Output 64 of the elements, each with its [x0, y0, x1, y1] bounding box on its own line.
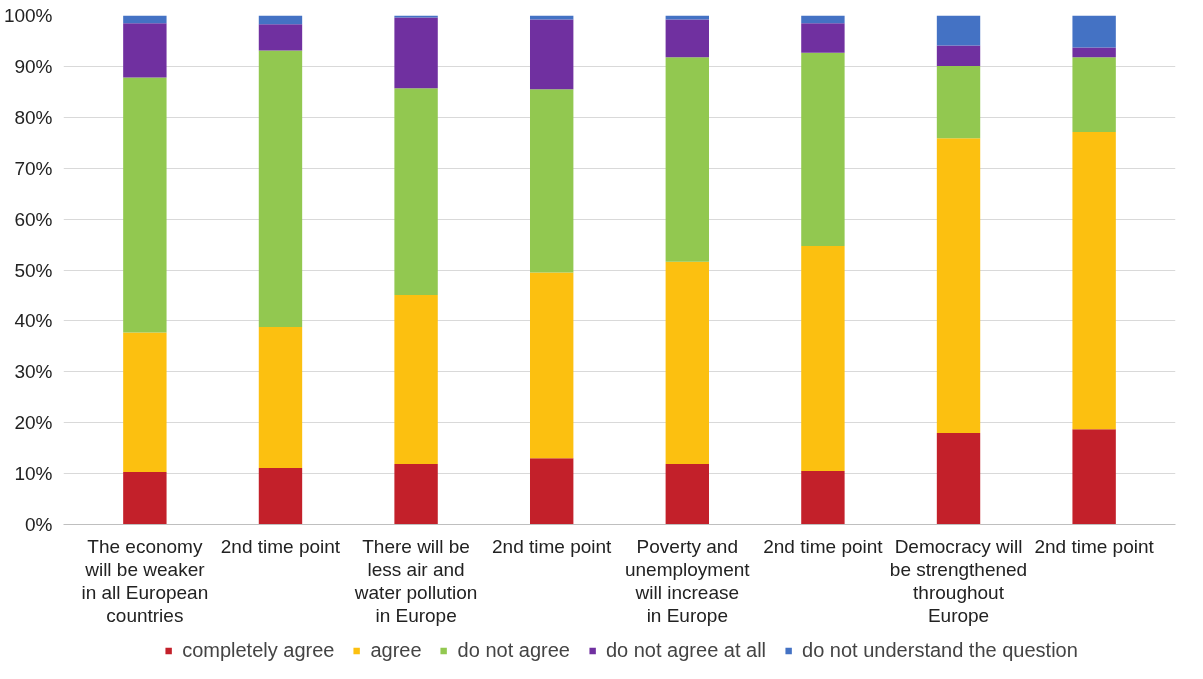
y-tick-label: 0% — [25, 514, 53, 535]
x-tick-label: The economy will be weaker in all European countries — [81, 535, 209, 626]
y-tick-label: 80% — [14, 106, 53, 128]
legend-label: agree — [370, 638, 422, 662]
bar — [530, 458, 574, 525]
legend-label: do not understand the question — [802, 638, 1078, 662]
bar — [936, 65, 981, 139]
bar — [123, 472, 167, 525]
y-tick-label: 20% — [14, 412, 53, 434]
bar — [1072, 132, 1116, 430]
bar — [665, 463, 709, 525]
bar — [530, 272, 574, 459]
bar — [1072, 15, 1116, 48]
bar — [936, 432, 981, 525]
bar — [258, 327, 303, 468]
bar — [665, 15, 709, 20]
x-tick-label: 2nd time point — [1034, 535, 1155, 557]
bar — [394, 17, 438, 89]
bar — [936, 45, 981, 66]
y-tick-label: 30% — [14, 361, 53, 383]
bar — [530, 89, 574, 273]
x-tick-label: There will be less air and water pollution in Europe — [353, 535, 478, 626]
bar — [1072, 57, 1116, 133]
bar — [530, 19, 574, 90]
y-tick-label: 60% — [14, 208, 53, 230]
bar — [258, 468, 303, 525]
bar — [665, 261, 709, 464]
bar — [394, 88, 438, 295]
bar — [123, 332, 167, 473]
bar — [801, 246, 845, 472]
bar — [1072, 429, 1116, 525]
x-tick-label: Poverty and unemployment will increase in Europe — [624, 535, 751, 626]
bar — [665, 19, 709, 58]
x-tick-label: 2nd time point — [220, 535, 341, 557]
bar — [394, 463, 438, 525]
bar — [123, 15, 167, 24]
y-tick-label: 40% — [14, 310, 53, 332]
bar — [123, 77, 167, 333]
bar — [801, 471, 845, 525]
bar — [394, 294, 438, 464]
x-tick-label: Democracy will be strengthened throughout Europe — [889, 535, 1028, 626]
bar — [258, 15, 303, 25]
y-tick-label: 100% — [3, 5, 53, 26]
y-tick-label: 90% — [14, 55, 53, 77]
bar — [801, 15, 845, 24]
legend-label: completely agree — [182, 638, 335, 662]
bar — [1072, 47, 1116, 58]
y-tick-label: 50% — [14, 259, 53, 281]
bar — [530, 15, 574, 20]
bar — [665, 57, 709, 262]
x-tick-label: 2nd time point — [763, 535, 884, 557]
bar — [801, 23, 845, 53]
bar — [394, 15, 438, 18]
bar — [123, 23, 167, 78]
bar — [258, 24, 303, 51]
y-tick-label: 70% — [14, 157, 53, 179]
legend-label: do not agree — [457, 638, 570, 662]
bar — [258, 50, 303, 328]
x-tick-label: 2nd time point — [492, 535, 613, 557]
bar — [936, 138, 981, 433]
bar — [801, 52, 845, 247]
legend-label: do not agree at all — [605, 638, 767, 662]
y-tick-label: 10% — [14, 463, 53, 485]
bar — [936, 15, 981, 46]
